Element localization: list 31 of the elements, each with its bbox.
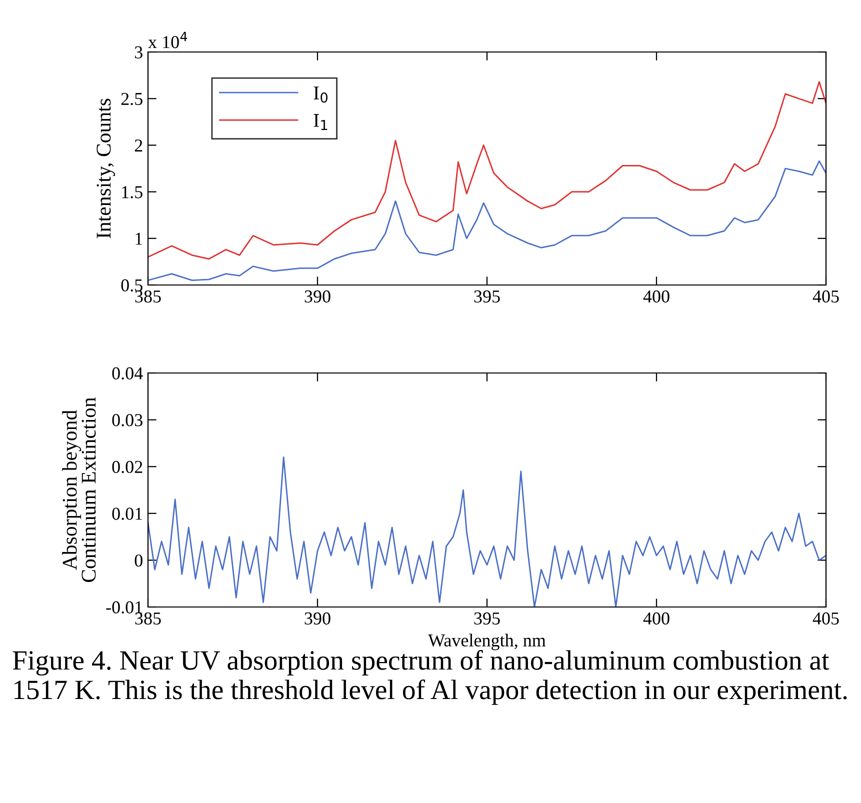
caption: Figure 4. Near UV absorption spectrum of nano-aluminum combustion at 1517 K. This is the threshold level of Al vapor detection in our experiment. [12,650,847,705]
y-tick-label: 0.03 [112,414,142,426]
x-tick-label: 405 [812,612,839,625]
line-series [148,81,826,260]
x-axis-title: Wavelength, nm [428,634,546,650]
x-tick-label: 385 [135,290,161,303]
y-tick-label: 3 [134,46,142,58]
y-tick-label: 0.02 [112,460,142,474]
x-tick-label: 390 [304,612,330,625]
legend-label: I$_{0}$ [314,86,328,103]
y-tick-label: 0.5 [121,279,142,292]
x-tick-label: 395 [474,290,500,303]
y-tick-label: 0.01 [112,508,142,520]
x-tick-label: 400 [643,612,670,625]
x-tick-label: 390 [304,290,330,303]
x-tick-label: 400 [643,290,670,303]
y-axis-title: Absorption beyond Continuum Extinction [62,397,96,582]
x-tick-label: 395 [474,612,500,625]
y-axis-title: Intensity, Counts [96,98,116,238]
y-tick-label: 0 [134,554,142,567]
y-tick-label: 1 [136,232,142,245]
x-tick-label: 385 [135,612,161,625]
line-series [148,160,826,282]
x-tick-label: 405 [812,290,839,303]
y-tick-label: -0.01 [106,601,142,614]
y-tick-label: 2 [134,140,142,152]
legend-label: I$_{1}$ [314,114,328,130]
y-tick-label: 2.5 [121,92,142,106]
text: x 10$^{4}$ [148,32,188,48]
y-tick-label: 0.04 [112,367,143,380]
y-tick-label: 1.5 [122,186,142,198]
